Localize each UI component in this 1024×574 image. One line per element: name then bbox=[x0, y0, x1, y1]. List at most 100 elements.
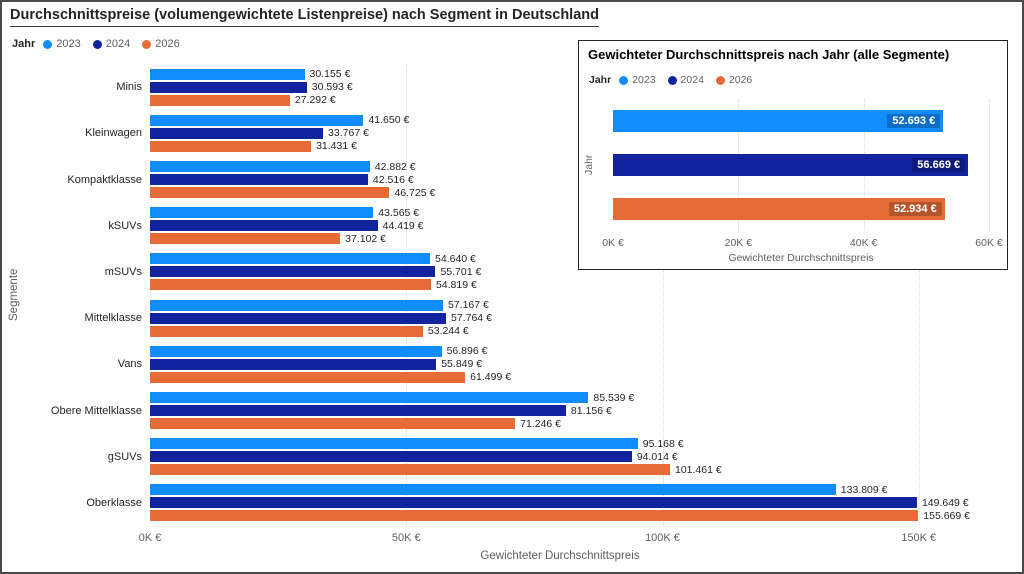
bar-value-label: 101.461 € bbox=[674, 463, 722, 476]
bar-value-label: 43.565 € bbox=[378, 206, 420, 219]
bar-line: 53.244 € bbox=[150, 325, 970, 337]
bar-Minis-2026[interactable] bbox=[150, 94, 290, 106]
bar-value-label: 155.669 € bbox=[923, 509, 970, 522]
bar-mSUVs-2023[interactable] bbox=[150, 253, 431, 265]
bar-Kleinwagen-2023[interactable] bbox=[150, 114, 364, 126]
gridline bbox=[406, 64, 408, 526]
bar-gSUVs-2026[interactable] bbox=[150, 464, 670, 476]
bar-value-label: 85.539 € bbox=[593, 391, 635, 404]
bar-Obere Mittelklasse-2023[interactable] bbox=[150, 392, 589, 404]
bar-2023[interactable]: 52.693 € bbox=[613, 110, 944, 132]
bar-gSUVs-2024[interactable] bbox=[150, 451, 632, 463]
bar-line: 155.669 € bbox=[150, 510, 970, 522]
inset-bar-row-2023: 52.693 € bbox=[613, 99, 989, 143]
bar-kSUVs-2026[interactable] bbox=[150, 233, 341, 245]
bar-group-Vans: Vans 56.896 €55.849 €61.499 € bbox=[118, 341, 970, 387]
bar-line: 101.461 € bbox=[150, 464, 970, 476]
bar-line: 85.539 € bbox=[150, 392, 970, 404]
bar-value-label: 31.431 € bbox=[316, 140, 357, 153]
legend-swatch-2026 bbox=[715, 75, 725, 85]
bar-group-Oberklasse: Oberklasse 133.809 € 149.649 €155.669 € bbox=[86, 480, 970, 526]
bar-group-kSUVs: kSUVs 43.565 €44.419 €37.102 € bbox=[108, 203, 970, 249]
legend-item-2023[interactable]: 2023 bbox=[43, 38, 81, 50]
bar-value-label: 52.693 € bbox=[887, 114, 941, 128]
bar-line: 95.168 € bbox=[150, 438, 970, 450]
bar-Kompaktklasse-2024[interactable] bbox=[150, 174, 368, 185]
gridline bbox=[989, 99, 990, 231]
bar-value-label: 55.701 € bbox=[440, 265, 482, 278]
bar-value-label: 52.934 € bbox=[888, 202, 942, 216]
bar-Kleinwagen-2026[interactable] bbox=[150, 140, 312, 152]
bar-Mittelklasse-2023[interactable] bbox=[150, 299, 443, 311]
bar-Vans-2023[interactable] bbox=[150, 345, 442, 357]
bar-Obere Mittelklasse-2026[interactable] bbox=[150, 418, 516, 430]
bar-value-label: 57.764 € bbox=[451, 312, 492, 325]
bar-value-label: 81.156 € bbox=[570, 404, 612, 417]
bar-value-label: 30.593 € bbox=[311, 81, 353, 94]
bar-2024[interactable]: 56.669 € bbox=[613, 154, 969, 176]
bar-line: 30.155 € bbox=[150, 68, 970, 80]
bar-Obere Mittelklasse-2024[interactable] bbox=[150, 405, 566, 417]
legend-item-2023[interactable]: 2023 bbox=[619, 74, 656, 86]
bar-value-label: 55.849 € bbox=[441, 358, 483, 371]
bar-Oberklasse-2026[interactable] bbox=[150, 510, 919, 522]
bar-Vans-2024[interactable] bbox=[150, 358, 437, 370]
bar-line: 37.102 € bbox=[150, 233, 970, 245]
bar-line: 30.593 € bbox=[150, 81, 970, 93]
bar-value-label: 37.102 € bbox=[345, 232, 387, 245]
legend-item-2024[interactable]: 2024 bbox=[667, 74, 704, 86]
main-x-ticks: 0K € 50K € 100K € 150K € bbox=[139, 532, 970, 546]
category-label: Kleinwagen bbox=[85, 127, 142, 140]
legend-item-2026[interactable]: 2026 bbox=[142, 38, 180, 50]
bar-Vans-2026[interactable] bbox=[150, 371, 466, 383]
inset-bar-row-2026: 52.934 € bbox=[613, 187, 989, 231]
bar-Kompaktklasse-2023[interactable] bbox=[150, 161, 370, 172]
legend-swatch-2024 bbox=[667, 75, 677, 85]
legend-item-label: 2026 bbox=[728, 74, 753, 86]
main-plot-rows: Minis 30.155 €30.593 €27.292 € Kleinwagen 4… bbox=[51, 64, 970, 526]
legend-item-2024[interactable]: 2024 bbox=[92, 38, 130, 50]
bar-mSUVs-2026[interactable] bbox=[150, 279, 431, 291]
bar-line: 41.650 € bbox=[150, 114, 970, 126]
legend-swatch-2024 bbox=[92, 39, 102, 49]
inset-chart-panel: Gewichteter Durchschnittspreis nach Jahr… bbox=[578, 40, 1008, 270]
main-gridlines bbox=[150, 64, 970, 526]
x-tick-2: 100K € bbox=[645, 532, 680, 544]
inset-x-ticks: 0K € 20K € 40K € 60K € bbox=[602, 237, 1003, 249]
bar-line: 149.649 € bbox=[150, 497, 970, 509]
bar-Mittelklasse-2024[interactable] bbox=[150, 312, 447, 324]
bar-Oberklasse-2024[interactable] bbox=[150, 497, 917, 509]
bar-mSUVs-2024[interactable] bbox=[150, 266, 436, 278]
bar-Kleinwagen-2024[interactable] bbox=[150, 127, 324, 139]
legend-item-2026[interactable]: 2026 bbox=[715, 74, 753, 86]
bar-line: 31.431 € bbox=[150, 140, 970, 152]
bar-2026[interactable]: 52.934 € bbox=[613, 198, 945, 220]
x-tick-0: 0K € bbox=[602, 237, 624, 249]
bar-line: 43.565 € bbox=[150, 207, 970, 219]
legend-item-label: 2026 bbox=[155, 38, 180, 50]
bar-value-label: 41.650 € bbox=[368, 114, 410, 127]
category-label: Obere Mittelklasse bbox=[50, 404, 142, 417]
bar-value-label: 95.168 € bbox=[642, 437, 684, 450]
bar-Minis-2024[interactable] bbox=[150, 81, 307, 93]
bar-gSUVs-2023[interactable] bbox=[150, 438, 638, 450]
bar-line: 42.516 € bbox=[150, 174, 970, 186]
bar-kSUVs-2023[interactable] bbox=[150, 207, 374, 219]
inset-y-axis-title: Jahr bbox=[583, 154, 595, 176]
x-tick-3: 150K € bbox=[901, 532, 937, 544]
inset-plot-rows: 52.693 € 56.669 € 52.934 € bbox=[613, 99, 989, 231]
page-title: Durchschnittspreise (volumengewichtete L… bbox=[10, 7, 599, 27]
bar-line: 57.167 € bbox=[150, 299, 970, 311]
bar-Minis-2023[interactable] bbox=[150, 68, 305, 80]
bar-value-label: 61.499 € bbox=[470, 371, 512, 384]
bar-Oberklasse-2023[interactable] bbox=[150, 484, 836, 496]
bar-line: 55.849 € bbox=[150, 358, 970, 370]
gridline bbox=[918, 64, 920, 526]
bar-group-Obere Mittelklasse: Obere Mittelklasse 85.539 €81.156 € 71.246… bbox=[51, 387, 970, 433]
bar-Kompaktklasse-2026[interactable] bbox=[150, 187, 390, 198]
bar-Mittelklasse-2026[interactable] bbox=[150, 325, 423, 337]
bar-kSUVs-2024[interactable] bbox=[150, 220, 378, 232]
bar-group-Kleinwagen: Kleinwagen 41.650 €33.767 €31.431 € bbox=[85, 110, 970, 156]
bar-group-Mittelklasse: Mittelklasse 57.167 €57.764 €53.244 € bbox=[85, 295, 970, 341]
bar-value-label: 57.167 € bbox=[447, 299, 489, 312]
